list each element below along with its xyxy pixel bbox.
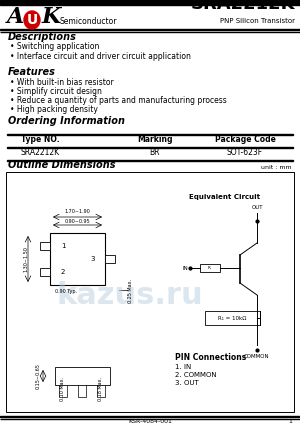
Text: Features: Features [8, 67, 56, 77]
Text: 2. COMMON: 2. COMMON [175, 372, 217, 378]
Text: • Reduce a quantity of parts and manufacturing process: • Reduce a quantity of parts and manufac… [10, 96, 227, 105]
Bar [59, 385, 67, 397]
Bar [0, 31, 300, 32]
Bar [7, 134, 293, 135]
Bar [0, 416, 300, 417]
Text: • Switching application: • Switching application [10, 42, 99, 51]
Text: SRA2212K: SRA2212K [20, 148, 60, 157]
Ellipse shape [24, 11, 40, 29]
Text: Outline Dimensions: Outline Dimensions [8, 160, 115, 170]
Text: Ordering Information: Ordering Information [8, 116, 125, 126]
Text: SRA2212K: SRA2212K [190, 0, 295, 13]
Text: R₁: R₁ [208, 266, 212, 270]
Bar [50, 233, 105, 285]
Text: Equivalent Circuit: Equivalent Circuit [189, 194, 261, 200]
Text: 3. OUT: 3. OUT [175, 380, 199, 386]
Bar [200, 264, 220, 272]
Bar [78, 385, 86, 397]
Text: Semiconductor: Semiconductor [59, 17, 116, 26]
Text: R₁ = 10kΩ: R₁ = 10kΩ [218, 315, 246, 320]
Text: • High packing density: • High packing density [10, 105, 98, 114]
Bar [0, 0, 300, 5]
Text: Package Code: Package Code [214, 135, 275, 144]
Text: COMMON: COMMON [244, 354, 270, 359]
Text: • Simplify circuit design: • Simplify circuit design [10, 87, 102, 96]
Text: 0.90 Typ.: 0.90 Typ. [55, 289, 77, 294]
Text: 0.18 Max.: 0.18 Max. [98, 377, 104, 401]
Bar [6, 172, 294, 412]
Bar [97, 385, 105, 397]
Text: 3: 3 [91, 256, 95, 262]
Text: 1: 1 [288, 419, 292, 424]
Bar [55, 367, 110, 385]
Text: K: K [42, 6, 62, 28]
Text: OUT: OUT [251, 205, 263, 210]
Text: A: A [7, 6, 24, 28]
Text: 0.90~0.95: 0.90~0.95 [65, 219, 90, 224]
Text: • With built-in bias resistor: • With built-in bias resistor [10, 78, 114, 87]
Bar [0, 28, 300, 30]
Text: PNP Silicon Transistor: PNP Silicon Transistor [220, 18, 295, 24]
Text: SOT-623F: SOT-623F [227, 148, 263, 157]
Text: 1.30~1.50: 1.30~1.50 [23, 246, 28, 272]
Text: kazus.ru: kazus.ru [57, 280, 203, 309]
Text: U: U [26, 13, 38, 27]
Text: • Interface circuit and driver circuit application: • Interface circuit and driver circuit a… [10, 52, 191, 61]
Text: IN: IN [182, 266, 188, 270]
Bar [40, 268, 50, 276]
Text: 0.15~0.65: 0.15~0.65 [36, 363, 41, 389]
Bar [7, 147, 293, 148]
Text: Marking: Marking [137, 135, 173, 144]
Text: 1. IN: 1. IN [175, 364, 191, 370]
Text: 1.70~1.90: 1.70~1.90 [64, 209, 90, 214]
Text: unit : mm: unit : mm [261, 165, 292, 170]
Bar [7, 160, 293, 161]
Text: BR: BR [150, 148, 160, 157]
Text: KSR-4084-001: KSR-4084-001 [128, 419, 172, 424]
Bar [40, 242, 50, 250]
Text: 0.10 Max.: 0.10 Max. [61, 377, 65, 401]
Text: 1: 1 [61, 243, 65, 249]
Text: 0.25 Max.: 0.25 Max. [128, 279, 133, 303]
Text: Descriptions: Descriptions [8, 32, 77, 42]
Text: 2: 2 [61, 269, 65, 275]
Text: Type NO.: Type NO. [21, 135, 59, 144]
Bar [105, 255, 115, 263]
Bar [205, 311, 260, 325]
Text: PIN Connections: PIN Connections [175, 353, 246, 362]
